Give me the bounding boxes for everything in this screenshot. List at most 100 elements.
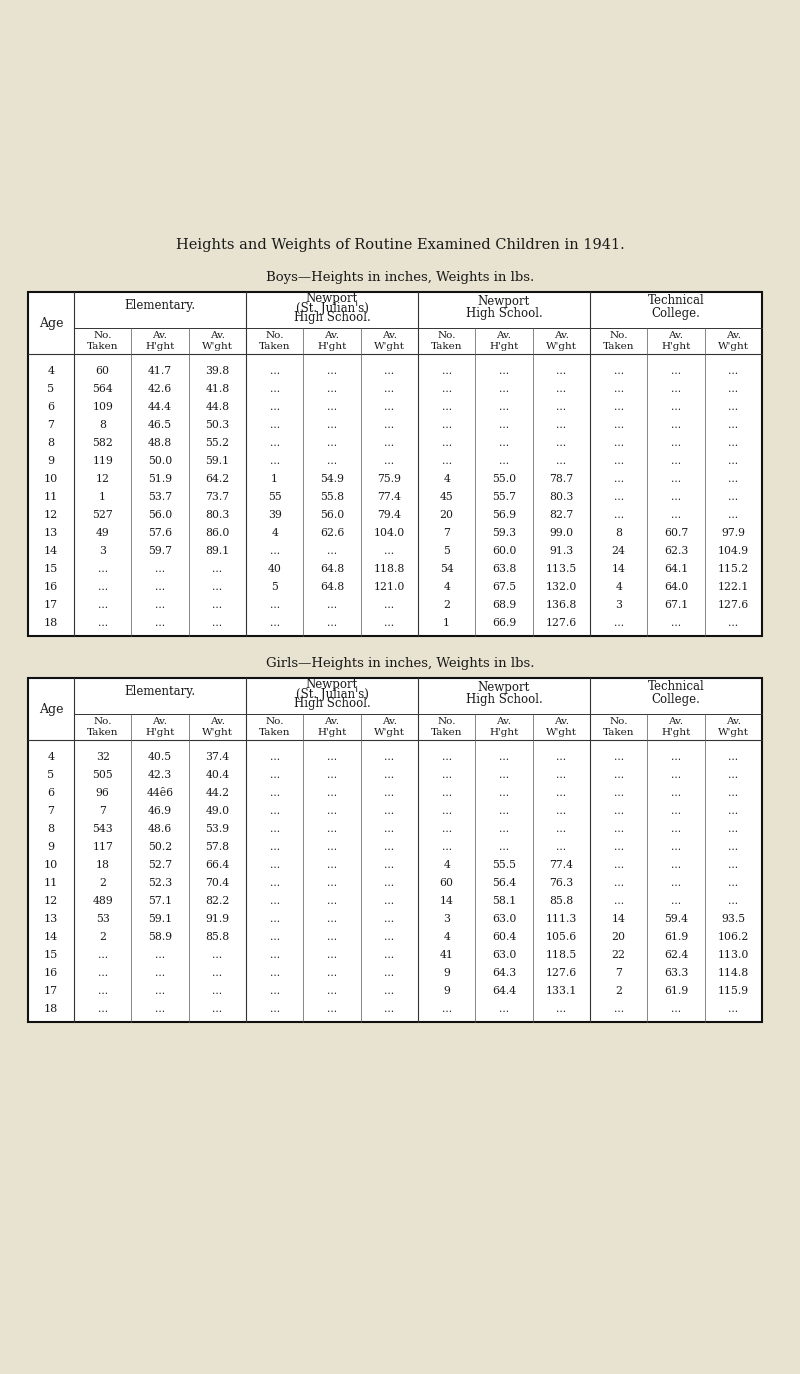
Text: ...: ... <box>671 807 681 816</box>
Text: ...: ... <box>614 438 624 448</box>
Text: ...: ... <box>499 456 509 466</box>
Text: 60.7: 60.7 <box>664 528 688 539</box>
Text: 45: 45 <box>440 492 454 502</box>
Text: No.: No. <box>610 331 628 339</box>
Text: ...: ... <box>384 365 394 376</box>
Text: 6: 6 <box>47 789 54 798</box>
Text: ...: ... <box>212 583 222 592</box>
Text: 127.6: 127.6 <box>546 969 577 978</box>
Text: 63.0: 63.0 <box>492 949 516 960</box>
Text: 113.0: 113.0 <box>718 949 749 960</box>
Text: 1: 1 <box>99 492 106 502</box>
Text: 14: 14 <box>440 896 454 905</box>
Text: 73.7: 73.7 <box>206 492 230 502</box>
Text: 59.4: 59.4 <box>664 914 688 923</box>
Text: No.: No. <box>94 331 112 339</box>
Text: Av.: Av. <box>153 331 167 339</box>
Text: H'ght: H'ght <box>146 728 174 738</box>
Text: 489: 489 <box>92 896 113 905</box>
Text: ...: ... <box>614 752 624 763</box>
Text: 13: 13 <box>44 914 58 923</box>
Text: ...: ... <box>728 492 738 502</box>
Text: ...: ... <box>442 456 452 466</box>
Text: 3: 3 <box>443 914 450 923</box>
Text: ...: ... <box>499 1004 509 1014</box>
Text: ...: ... <box>384 824 394 834</box>
Text: 67.1: 67.1 <box>664 600 688 610</box>
Text: ...: ... <box>671 769 681 780</box>
Text: ...: ... <box>442 789 452 798</box>
Text: 127.6: 127.6 <box>546 618 577 628</box>
Text: 136.8: 136.8 <box>546 600 577 610</box>
Text: 119: 119 <box>92 456 113 466</box>
Text: ...: ... <box>327 949 337 960</box>
Text: ...: ... <box>270 600 280 610</box>
Text: ...: ... <box>728 510 738 519</box>
Text: ...: ... <box>671 510 681 519</box>
Text: 60: 60 <box>96 365 110 376</box>
Text: ...: ... <box>327 807 337 816</box>
Text: ...: ... <box>270 752 280 763</box>
Text: ...: ... <box>327 824 337 834</box>
Text: ...: ... <box>327 456 337 466</box>
Text: ...: ... <box>499 420 509 430</box>
Text: ...: ... <box>614 807 624 816</box>
Text: 64.8: 64.8 <box>320 563 344 574</box>
Text: ...: ... <box>155 949 165 960</box>
Text: No.: No. <box>610 717 628 725</box>
Text: Av.: Av. <box>210 717 225 725</box>
Text: Av.: Av. <box>726 331 741 339</box>
Text: 16: 16 <box>44 583 58 592</box>
Text: 54.9: 54.9 <box>320 474 344 484</box>
Text: ...: ... <box>499 824 509 834</box>
Text: 85.8: 85.8 <box>550 896 574 905</box>
Text: ...: ... <box>671 842 681 852</box>
Text: 64.1: 64.1 <box>664 563 688 574</box>
Text: W'ght: W'ght <box>718 342 749 352</box>
Text: 115.2: 115.2 <box>718 563 749 574</box>
Text: ...: ... <box>155 618 165 628</box>
Text: 32: 32 <box>96 752 110 763</box>
Text: ...: ... <box>384 878 394 888</box>
Text: ...: ... <box>270 365 280 376</box>
Text: ...: ... <box>728 824 738 834</box>
Text: 59.7: 59.7 <box>148 545 172 556</box>
Text: ...: ... <box>384 896 394 905</box>
Text: ...: ... <box>442 824 452 834</box>
Text: ...: ... <box>728 1004 738 1014</box>
Text: ...: ... <box>728 365 738 376</box>
Text: 76.3: 76.3 <box>550 878 574 888</box>
Text: ...: ... <box>614 403 624 412</box>
Text: ...: ... <box>556 456 566 466</box>
Text: ...: ... <box>556 842 566 852</box>
Text: ...: ... <box>270 383 280 394</box>
Text: 114.8: 114.8 <box>718 969 749 978</box>
Text: ...: ... <box>212 600 222 610</box>
Text: 51.9: 51.9 <box>148 474 172 484</box>
Text: ...: ... <box>614 474 624 484</box>
Text: ...: ... <box>671 860 681 870</box>
Text: No.: No. <box>94 717 112 725</box>
Text: 17: 17 <box>44 987 58 996</box>
Text: Taken: Taken <box>603 342 634 352</box>
Text: College.: College. <box>651 308 701 320</box>
Text: ...: ... <box>327 969 337 978</box>
Text: 64.4: 64.4 <box>492 987 516 996</box>
Text: 18: 18 <box>44 618 58 628</box>
Text: 18: 18 <box>96 860 110 870</box>
Text: 15: 15 <box>44 949 58 960</box>
Text: 2: 2 <box>615 987 622 996</box>
Text: 60: 60 <box>440 878 454 888</box>
Bar <box>28 677 762 1022</box>
Text: W'ght: W'ght <box>202 728 233 738</box>
Text: ...: ... <box>212 563 222 574</box>
Text: ...: ... <box>728 456 738 466</box>
Text: 70.4: 70.4 <box>206 878 230 888</box>
Text: 42.3: 42.3 <box>148 769 172 780</box>
Text: ...: ... <box>270 949 280 960</box>
Text: 89.1: 89.1 <box>206 545 230 556</box>
Text: ...: ... <box>384 752 394 763</box>
Text: ...: ... <box>442 403 452 412</box>
Text: 10: 10 <box>44 860 58 870</box>
Text: 44.2: 44.2 <box>206 789 230 798</box>
